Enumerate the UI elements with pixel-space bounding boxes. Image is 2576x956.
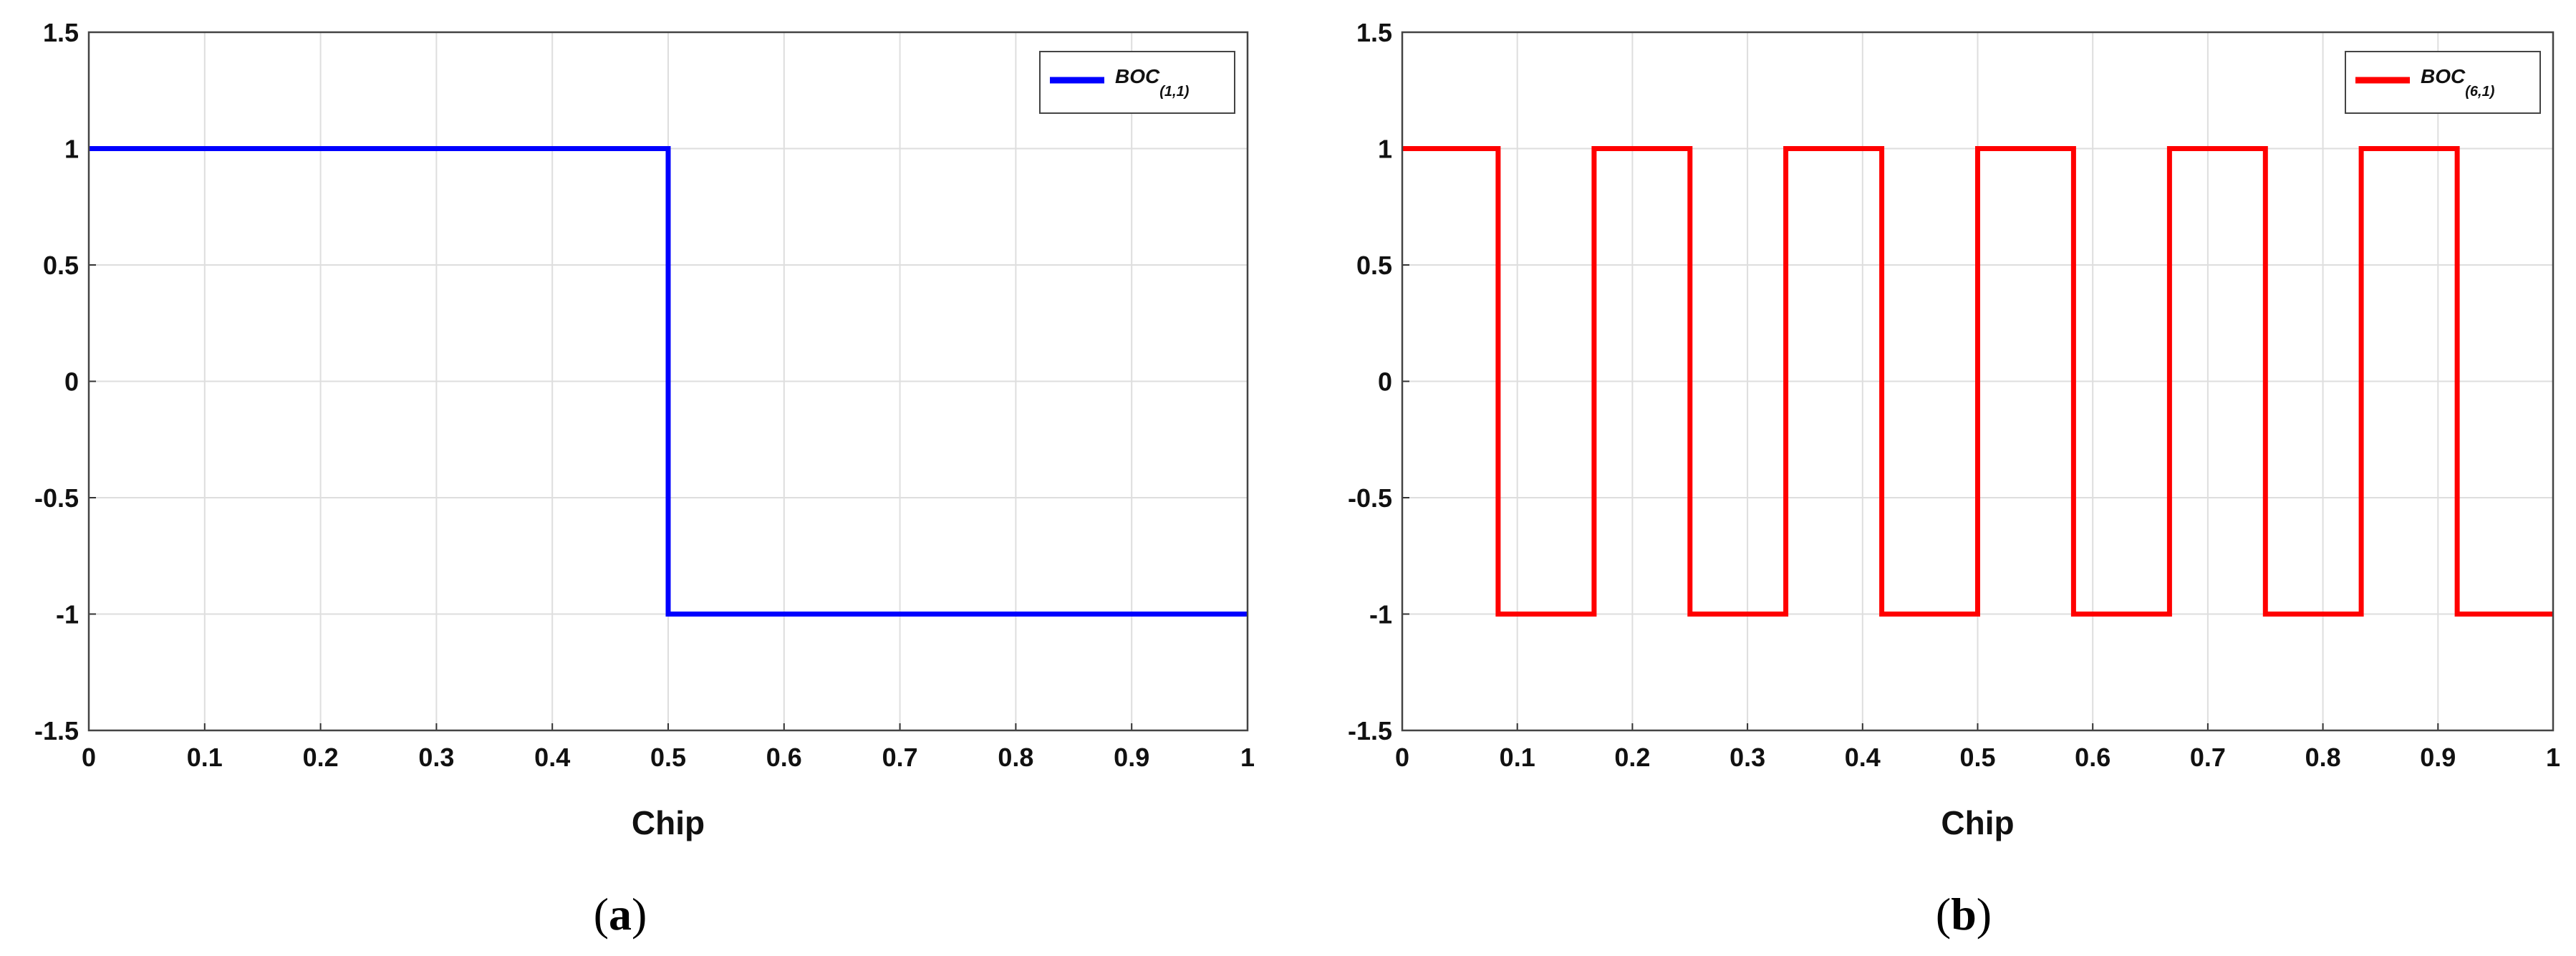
x-tick-label: 0.8 bbox=[2305, 743, 2341, 772]
x-tick-label: 0.1 bbox=[1500, 743, 1535, 772]
x-tick-label: 0.2 bbox=[303, 743, 339, 772]
x-tick-label: 0.3 bbox=[418, 743, 454, 772]
x-tick-label: 0.6 bbox=[766, 743, 802, 772]
x-tick-label: 0.6 bbox=[2075, 743, 2111, 772]
x-tick-label: 0.4 bbox=[534, 743, 570, 772]
x-tick-label: 0 bbox=[1395, 743, 1409, 772]
y-tick-label: -1 bbox=[1369, 600, 1392, 629]
x-tick-label: 0.3 bbox=[1730, 743, 1765, 772]
series-line-11 bbox=[89, 146, 1248, 617]
x-axis-label: Chip bbox=[632, 804, 705, 841]
panel-caption-a: (a) bbox=[593, 889, 647, 940]
y-tick-label: 1 bbox=[1378, 135, 1392, 164]
x-tick-label: 0.7 bbox=[882, 743, 918, 772]
panel-caption-b: (b) bbox=[1935, 889, 1992, 940]
axes-frame bbox=[87, 31, 1249, 732]
y-tick-label: -1.5 bbox=[1348, 716, 1392, 745]
x-tick-label: 1 bbox=[1240, 743, 1255, 772]
x-tick-label: 1 bbox=[2546, 743, 2560, 772]
x-tick-label: 0.9 bbox=[1114, 743, 1149, 772]
y-tick-label: 1 bbox=[64, 135, 79, 164]
series-line-61 bbox=[1402, 146, 2553, 617]
chart-panel-a: 0 0.1 0.2 0.3 0.4 0.5 0.6 0.7 0.8 0.9 1 1.5 1 0.5 0 -0.… bbox=[34, 18, 1255, 841]
y-tick-label: 1.5 bbox=[1356, 18, 1392, 47]
y-tick-label: -0.5 bbox=[34, 483, 79, 513]
y-tick-label: -1.5 bbox=[34, 716, 79, 745]
x-tick-label: 0.1 bbox=[187, 743, 223, 772]
x-tick-label: 0.9 bbox=[2420, 743, 2456, 772]
axes-frame bbox=[1401, 31, 2555, 732]
y-tick-label: -0.5 bbox=[1348, 483, 1392, 513]
x-tick-label: 0.7 bbox=[2190, 743, 2226, 772]
y-tick-label: 1.5 bbox=[43, 18, 79, 47]
x-tick-label: 0 bbox=[82, 743, 96, 772]
legend-label-subscript: (1,1) bbox=[1159, 84, 1189, 100]
y-tick-label: -1 bbox=[56, 600, 79, 629]
chart-panel-b: 0 0.1 0.2 0.3 0.4 0.5 0.6 0.7 0.8 0.9 1 1.5 1 0.5 0 -0.… bbox=[1348, 18, 2560, 841]
x-tick-label: 0.8 bbox=[998, 743, 1033, 772]
legend-label-subscript: (6,1) bbox=[2465, 84, 2494, 100]
y-tick-label: 0 bbox=[1378, 367, 1392, 397]
x-axis-label: Chip bbox=[1941, 804, 2014, 841]
x-tick-label: 0.5 bbox=[1959, 743, 1995, 772]
y-tick-label: 0 bbox=[64, 367, 79, 397]
x-tick-label: 0.2 bbox=[1614, 743, 1650, 772]
x-tick-label: 0.4 bbox=[1845, 743, 1881, 772]
x-tick-label: 0.5 bbox=[650, 743, 686, 772]
y-tick-label: 0.5 bbox=[43, 251, 79, 280]
y-tick-label: 0.5 bbox=[1356, 251, 1392, 280]
